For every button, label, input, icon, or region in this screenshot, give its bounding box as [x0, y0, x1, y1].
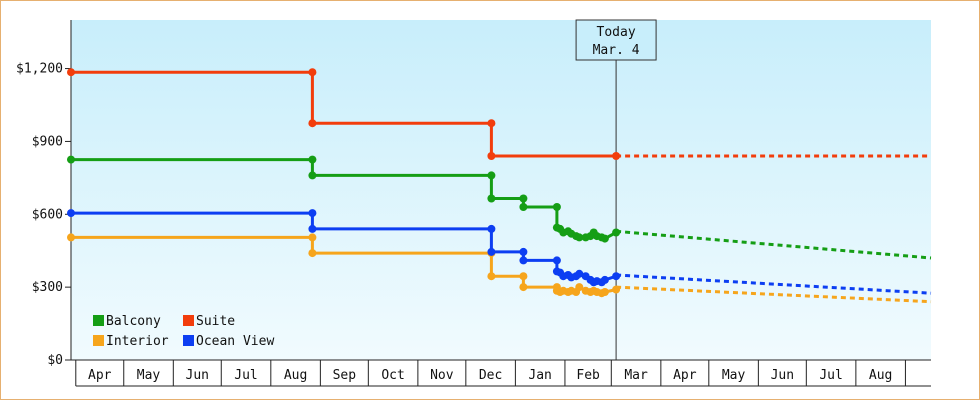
- y-tick-label: $900: [32, 134, 63, 149]
- legend-swatch-suite: [183, 315, 194, 326]
- legend-swatch-ocean-view: [183, 335, 194, 346]
- data-point[interactable]: [67, 209, 75, 218]
- series-balcony-projection: [615, 229, 932, 260]
- data-point[interactable]: [600, 288, 609, 296]
- legend-swatch-interior: [93, 335, 104, 346]
- data-point[interactable]: [519, 256, 528, 265]
- data-point[interactable]: [612, 152, 621, 160]
- month-label: Nov: [430, 368, 454, 383]
- data-point[interactable]: [519, 283, 528, 292]
- data-point[interactable]: [67, 155, 75, 164]
- data-point[interactable]: [308, 68, 317, 77]
- data-point[interactable]: [308, 224, 317, 233]
- y-tick-label: $600: [32, 207, 63, 222]
- data-point[interactable]: [552, 256, 561, 265]
- month-label: Apr: [88, 368, 112, 383]
- data-point[interactable]: [308, 119, 317, 128]
- month-label: Dec: [479, 368, 502, 383]
- data-point[interactable]: [308, 233, 317, 242]
- month-label: Sep: [333, 368, 357, 383]
- data-point[interactable]: [308, 209, 317, 218]
- today-callout-title: Today: [597, 25, 636, 40]
- today-callout-box: [575, 19, 657, 61]
- legend-swatch-balcony: [93, 315, 104, 326]
- data-point[interactable]: [487, 247, 496, 256]
- data-point[interactable]: [575, 233, 584, 242]
- y-tick-label: $300: [32, 280, 63, 295]
- legend-label-balcony: Balcony: [106, 314, 161, 329]
- data-point[interactable]: [575, 269, 584, 278]
- month-label: Oct: [381, 368, 404, 383]
- axes: $0 $300 $600 $900 $1,200 Apr May Jun Jul Aug Sep Oc…: [16, 20, 931, 387]
- legend: Balcony Suite Interior Ocean View: [93, 314, 274, 349]
- data-point[interactable]: [487, 152, 496, 160]
- data-point[interactable]: [487, 171, 496, 180]
- series-interior: [67, 233, 932, 304]
- legend-label-suite: Suite: [196, 314, 235, 329]
- month-label: Jun: [186, 368, 209, 383]
- data-point[interactable]: [487, 272, 496, 281]
- data-point[interactable]: [600, 275, 609, 284]
- month-label: Mar: [624, 368, 648, 383]
- data-point[interactable]: [600, 234, 609, 243]
- series-ocean-view: [67, 209, 932, 295]
- data-point[interactable]: [519, 203, 528, 211]
- legend-label-interior: Interior: [106, 334, 169, 349]
- month-label: Jul: [819, 368, 842, 383]
- data-point[interactable]: [552, 203, 561, 211]
- data-point[interactable]: [487, 224, 496, 233]
- month-label: Apr: [673, 368, 697, 383]
- y-tick-label: $1,200: [16, 62, 63, 77]
- data-point[interactable]: [308, 155, 317, 164]
- month-label: Aug: [869, 368, 892, 383]
- month-label: Aug: [284, 368, 307, 383]
- month-label: Jun: [771, 368, 794, 383]
- data-point[interactable]: [67, 233, 75, 242]
- today-callout-date: Mar. 4: [593, 43, 640, 58]
- data-point[interactable]: [308, 249, 317, 258]
- series-interior-projection: [616, 285, 932, 304]
- data-point[interactable]: [487, 119, 496, 128]
- data-point[interactable]: [575, 283, 584, 292]
- data-point[interactable]: [519, 247, 528, 256]
- month-label: Jul: [234, 368, 257, 383]
- series-layer: [67, 68, 932, 304]
- today-marker: Today Mar. 4: [575, 19, 657, 360]
- data-point[interactable]: [519, 194, 528, 203]
- series-balcony: [67, 155, 932, 260]
- legend-label-ocean-view: Ocean View: [196, 334, 274, 349]
- month-label: Feb: [576, 368, 600, 383]
- data-point[interactable]: [612, 285, 621, 294]
- data-point[interactable]: [308, 171, 317, 180]
- series-ocean-view-projection: [616, 273, 932, 295]
- month-label: Jan: [528, 368, 551, 383]
- month-label: May: [722, 368, 746, 383]
- data-point[interactable]: [612, 272, 621, 281]
- data-point[interactable]: [519, 272, 528, 281]
- month-label: May: [137, 368, 161, 383]
- y-tick-label: $0: [47, 353, 63, 368]
- data-point[interactable]: [67, 68, 75, 77]
- plot-area: [71, 20, 931, 360]
- data-point[interactable]: [612, 228, 621, 237]
- series-suite: [67, 68, 931, 160]
- data-point[interactable]: [487, 194, 496, 203]
- series-suite-line: [71, 70, 617, 158]
